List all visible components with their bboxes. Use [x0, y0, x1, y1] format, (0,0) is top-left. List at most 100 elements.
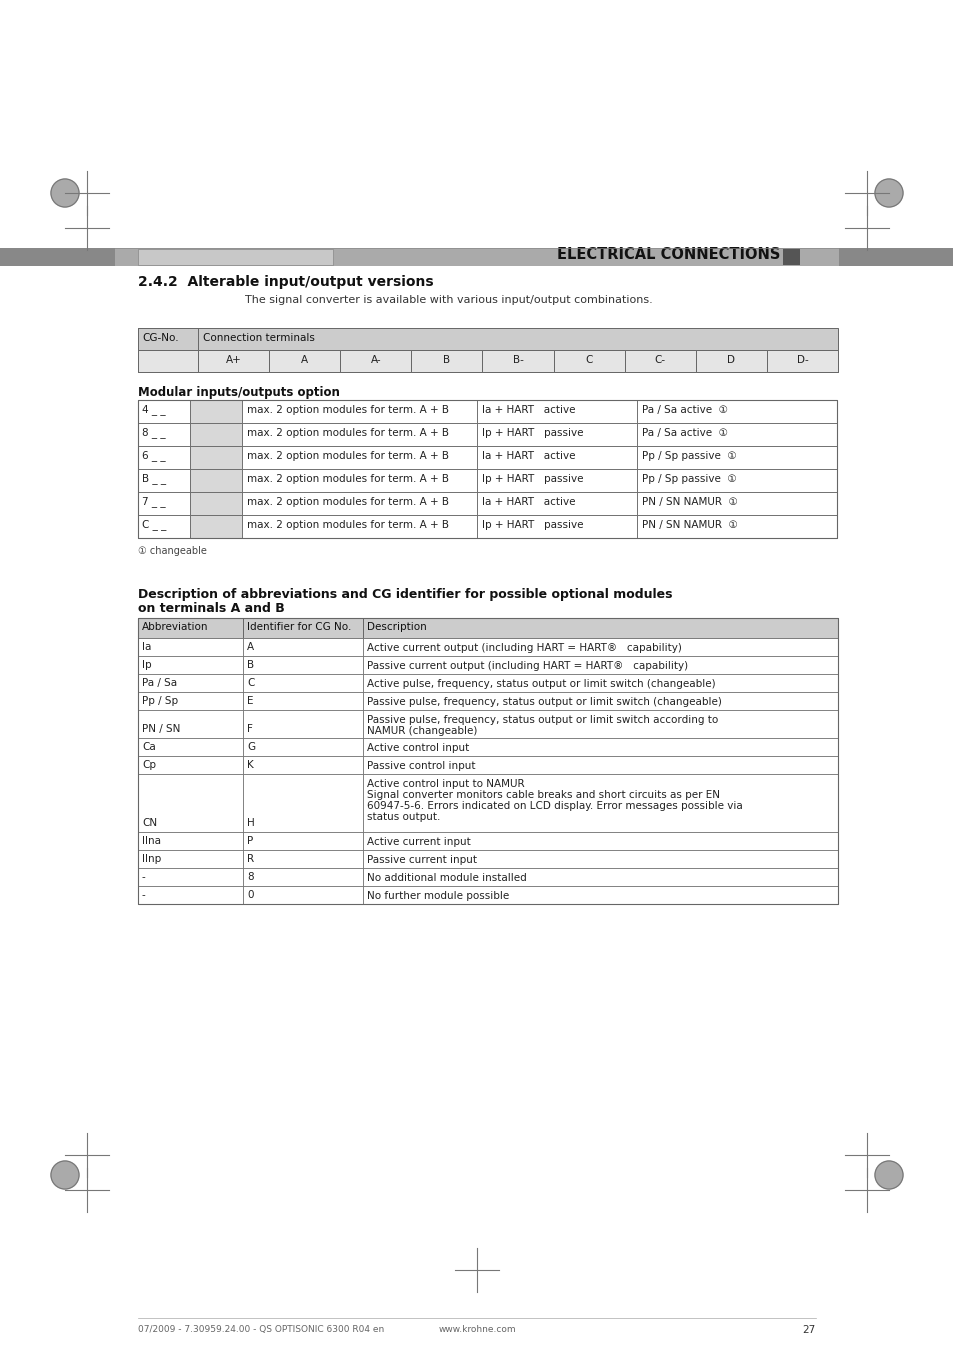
- Bar: [138, 328, 837, 350]
- Text: CN: CN: [142, 818, 157, 828]
- Bar: [138, 868, 243, 886]
- Text: Ca: Ca: [142, 743, 155, 752]
- Bar: [242, 423, 476, 446]
- Bar: [190, 468, 242, 491]
- Bar: [243, 693, 363, 710]
- Text: PN / SN NAMUR  ①: PN / SN NAMUR ①: [641, 497, 737, 508]
- Text: Pp / Sp passive  ①: Pp / Sp passive ①: [641, 451, 736, 460]
- Text: Modular inputs/outputs option: Modular inputs/outputs option: [138, 386, 339, 400]
- Text: H: H: [247, 818, 254, 828]
- Text: Description of abbreviations and CG identifier for possible optional modules: Description of abbreviations and CG iden…: [138, 589, 672, 601]
- Text: Abbreviation: Abbreviation: [142, 622, 209, 632]
- Bar: [243, 868, 363, 886]
- Text: 07/2009 - 7.30959.24.00 - QS OPTISONIC 6300 R04 en: 07/2009 - 7.30959.24.00 - QS OPTISONIC 6…: [138, 1324, 384, 1334]
- Bar: [363, 618, 837, 639]
- Bar: [242, 446, 476, 468]
- Bar: [269, 350, 340, 373]
- Text: R: R: [247, 855, 253, 864]
- Text: 2.4.2  Alterable input/output versions: 2.4.2 Alterable input/output versions: [138, 275, 434, 289]
- Bar: [242, 514, 476, 539]
- Text: Ia + HART   active: Ia + HART active: [481, 497, 575, 508]
- Bar: [476, 423, 637, 446]
- Bar: [138, 832, 243, 850]
- Text: A: A: [301, 355, 308, 364]
- Bar: [363, 850, 837, 868]
- Text: www.krohne.com: www.krohne.com: [437, 1324, 516, 1334]
- Bar: [0, 248, 115, 266]
- Bar: [363, 756, 837, 774]
- Bar: [695, 350, 766, 373]
- Text: Ia + HART   active: Ia + HART active: [481, 451, 575, 460]
- Bar: [363, 886, 837, 904]
- Text: IInp: IInp: [142, 855, 161, 864]
- Text: CG-No.: CG-No.: [142, 333, 178, 343]
- Bar: [553, 350, 624, 373]
- Text: A-: A-: [370, 355, 380, 364]
- Bar: [138, 248, 333, 265]
- Bar: [363, 693, 837, 710]
- Text: A: A: [247, 643, 253, 652]
- Bar: [766, 350, 837, 373]
- Text: Ia: Ia: [142, 643, 152, 652]
- Text: -: -: [142, 890, 146, 900]
- Circle shape: [51, 180, 79, 207]
- Text: Ip + HART   passive: Ip + HART passive: [481, 428, 583, 437]
- Text: Pp / Sp passive  ①: Pp / Sp passive ①: [641, 474, 736, 485]
- Text: max. 2 option modules for term. A + B: max. 2 option modules for term. A + B: [247, 451, 449, 460]
- Bar: [363, 868, 837, 886]
- Bar: [363, 832, 837, 850]
- Bar: [190, 491, 242, 514]
- Text: Passive pulse, frequency, status output or limit switch according to: Passive pulse, frequency, status output …: [367, 716, 718, 725]
- Text: PN / SN: PN / SN: [142, 724, 180, 734]
- Bar: [190, 514, 242, 539]
- Bar: [838, 248, 953, 266]
- Bar: [482, 350, 553, 373]
- Text: -: -: [142, 872, 146, 882]
- Bar: [243, 774, 363, 832]
- Bar: [243, 618, 363, 639]
- Text: max. 2 option modules for term. A + B: max. 2 option modules for term. A + B: [247, 428, 449, 437]
- Text: IIna: IIna: [142, 836, 161, 846]
- Bar: [637, 468, 836, 491]
- Text: 27: 27: [801, 1324, 815, 1335]
- Text: Active pulse, frequency, status output or limit switch (changeable): Active pulse, frequency, status output o…: [367, 679, 715, 688]
- Bar: [363, 774, 837, 832]
- Text: P: P: [247, 836, 253, 846]
- Bar: [138, 350, 198, 373]
- Bar: [624, 350, 695, 373]
- Bar: [243, 756, 363, 774]
- Bar: [637, 514, 836, 539]
- Text: PN / SN NAMUR  ①: PN / SN NAMUR ①: [641, 520, 737, 531]
- Bar: [637, 400, 836, 423]
- Text: NAMUR (changeable): NAMUR (changeable): [367, 726, 476, 736]
- Text: B: B: [443, 355, 450, 364]
- Text: 2: 2: [786, 252, 794, 262]
- Bar: [637, 446, 836, 468]
- Bar: [198, 350, 269, 373]
- Bar: [411, 350, 482, 373]
- Bar: [340, 350, 411, 373]
- Text: Ia + HART   active: Ia + HART active: [481, 405, 575, 414]
- Bar: [138, 423, 190, 446]
- Bar: [138, 710, 243, 738]
- Bar: [243, 639, 363, 656]
- Text: K: K: [247, 760, 253, 770]
- Bar: [363, 710, 837, 738]
- Bar: [138, 350, 837, 373]
- Text: Pa / Sa active  ①: Pa / Sa active ①: [641, 428, 727, 437]
- Bar: [138, 774, 243, 832]
- Bar: [138, 618, 837, 905]
- Bar: [190, 446, 242, 468]
- Text: Signal converter monitors cable breaks and short circuits as per EN: Signal converter monitors cable breaks a…: [367, 790, 720, 801]
- Text: Pa / Sa active  ①: Pa / Sa active ①: [641, 405, 727, 414]
- Bar: [476, 491, 637, 514]
- Bar: [637, 423, 836, 446]
- Text: status output.: status output.: [367, 811, 440, 822]
- Text: G: G: [247, 743, 254, 752]
- Text: 6 _ _: 6 _ _: [142, 450, 166, 460]
- Text: Pa / Sa: Pa / Sa: [142, 678, 177, 688]
- Text: A+: A+: [226, 355, 241, 364]
- Circle shape: [874, 180, 902, 207]
- Text: The signal converter is available with various input/output combinations.: The signal converter is available with v…: [245, 296, 652, 305]
- Text: C: C: [247, 678, 254, 688]
